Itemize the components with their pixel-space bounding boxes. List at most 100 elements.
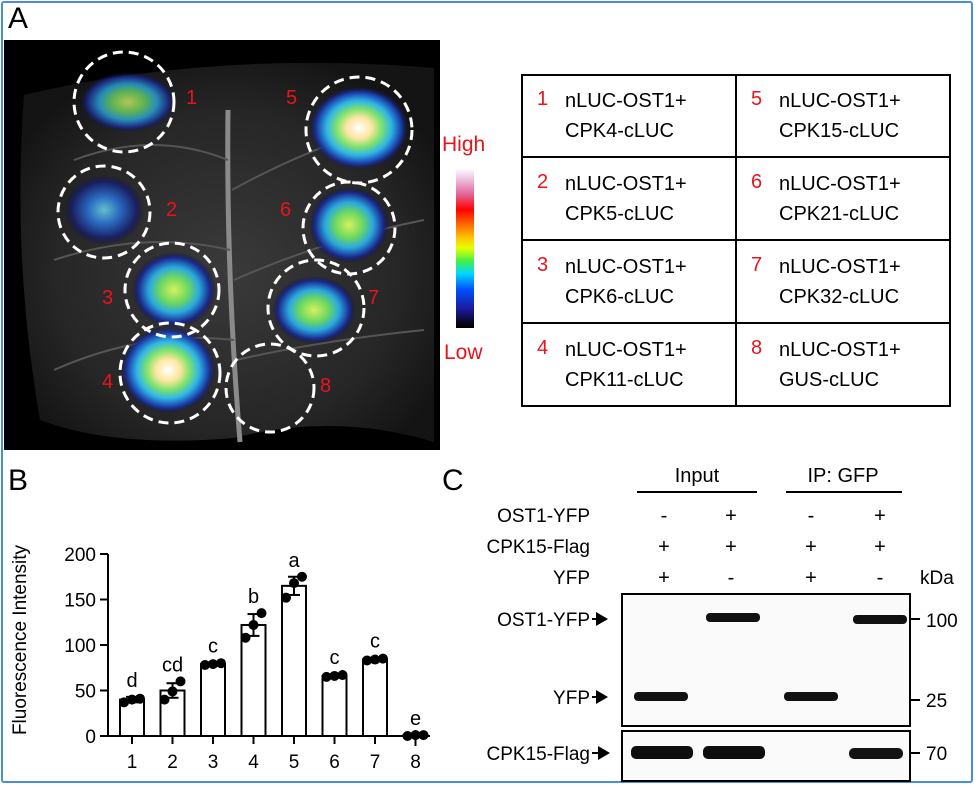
legend-construct-a: nLUC-OST1+	[779, 173, 901, 195]
legend-construct-a: nLUC-OST1+	[779, 90, 901, 112]
legend-cell-8: 8 nLUC-OST1+ GUS-cLUC	[737, 325, 951, 407]
scale-low-label: Low	[444, 341, 483, 364]
legend-divider-1	[523, 156, 949, 158]
data-point	[119, 697, 129, 708]
data-point	[240, 632, 251, 643]
fluorescence-bar-chart: Fluorescence Intensity 0 50 100 150 200 d cd c…	[10, 544, 430, 773]
bar-3	[200, 663, 226, 737]
significance-letter-6: c	[330, 647, 340, 669]
y-tick-label: 50	[75, 682, 96, 703]
legend-construct-b: CPK11-cLUC	[565, 369, 684, 391]
legend-cell-3: 3 nLUC-OST1+ CPK6-cLUC	[523, 242, 737, 324]
data-point	[370, 654, 380, 665]
data-point	[281, 592, 291, 603]
x-tick-label: 4	[248, 752, 259, 773]
y-axis: 0 50 100 150 200	[64, 545, 109, 748]
legend-number: 5	[751, 88, 763, 110]
bar-7	[362, 658, 388, 737]
spot-number-5: 5	[286, 87, 298, 109]
legend-construct-a: nLUC-OST1+	[565, 90, 687, 112]
data-point	[297, 571, 307, 582]
legend-cell-1: 1 nLUC-OST1+ CPK4-cLUC	[523, 76, 737, 158]
data-point	[175, 676, 186, 687]
legend-construct-a: nLUC-OST1+	[779, 339, 901, 361]
legend-divider-3	[523, 322, 949, 324]
legend-construct-b: CPK6-cLUC	[565, 286, 674, 308]
panel-label-b: B	[8, 464, 29, 497]
data-point	[127, 694, 137, 705]
spot-number-8: 8	[320, 375, 332, 397]
bar-5	[281, 584, 307, 737]
legend-cell-6: 6 nLUC-OST1+ CPK21-cLUC	[737, 159, 951, 241]
y-tick-label: 100	[64, 636, 96, 657]
legend-construct-a: nLUC-OST1+	[565, 173, 687, 195]
bar-6	[321, 674, 348, 738]
significance-letter-7: c	[370, 631, 380, 653]
legend-cell-4: 4 nLUC-OST1+ CPK11-cLUC	[523, 325, 737, 407]
spot-number-2: 2	[166, 199, 178, 221]
legend-number: 1	[537, 88, 549, 110]
construct-legend-table: 1 nLUC-OST1+ CPK4-cLUC 5 nLUC-OST1+ CPK1…	[521, 74, 951, 407]
data-point	[378, 653, 388, 664]
significance-letter-3: c	[208, 635, 218, 657]
x-tick-label: 1	[127, 752, 138, 773]
legend-cell-5: 5 nLUC-OST1+ CPK15-cLUC	[737, 76, 951, 158]
x-tick-label: 7	[370, 752, 381, 773]
data-point	[200, 660, 210, 671]
x-tick-label: 3	[208, 752, 219, 773]
legend-construct-b: GUS-cLUC	[779, 369, 880, 391]
data-point	[329, 670, 340, 681]
x-axis: 1 2 3 4 5 6 7 8	[107, 735, 430, 773]
scale-high-label: High	[442, 133, 486, 156]
infiltration-circles	[56, 50, 414, 434]
x-tick-label: 6	[329, 752, 340, 773]
significance-letter-4: b	[248, 586, 259, 608]
legend-construct-a: nLUC-OST1+	[565, 339, 687, 361]
legend-number: 4	[537, 337, 549, 359]
bars: d cd c b a c c e	[119, 550, 429, 746]
spot-number-4: 4	[102, 371, 114, 393]
data-point	[362, 655, 372, 666]
data-point	[337, 670, 348, 681]
data-point	[208, 659, 218, 670]
legend-construct-b: CPK4-cLUC	[565, 120, 674, 142]
intensity-colorbar	[456, 168, 474, 328]
legend-number: 3	[537, 254, 549, 276]
y-tick-label: 0	[85, 727, 96, 748]
leaf-luminescence-image	[4, 40, 440, 450]
data-point	[256, 608, 267, 619]
legend-cell-7: 7 nLUC-OST1+ CPK32-cLUC	[737, 242, 951, 324]
data-point	[167, 686, 178, 697]
spot-number-1: 1	[186, 87, 198, 109]
legend-construct-a: nLUC-OST1+	[565, 256, 687, 278]
significance-letter-5: a	[288, 550, 300, 572]
spot-number-6: 6	[280, 199, 292, 221]
data-point	[216, 658, 226, 669]
x-tick-label: 5	[289, 752, 300, 773]
significance-letter-2: cd	[162, 654, 183, 676]
data-point	[289, 578, 299, 589]
legend-cell-2: 2 nLUC-OST1+ CPK5-cLUC	[523, 159, 737, 241]
leaf-image-svg	[20, 50, 435, 443]
legend-number: 2	[537, 171, 549, 193]
data-point	[135, 693, 145, 704]
significance-letter-8: e	[410, 708, 421, 730]
data-point	[159, 694, 170, 705]
legend-construct-b: CPK15-cLUC	[779, 120, 900, 142]
x-tick-label: 8	[410, 752, 421, 773]
x-tick-label: 2	[167, 752, 178, 773]
legend-number: 6	[751, 171, 763, 193]
legend-divider-2	[523, 239, 949, 241]
spot-number-7: 7	[368, 287, 380, 309]
y-tick-label: 150	[64, 591, 96, 612]
y-tick-label: 200	[64, 545, 96, 566]
legend-construct-b: CPK5-cLUC	[565, 203, 674, 225]
legend-number: 8	[751, 337, 763, 359]
data-point	[248, 619, 259, 630]
legend-construct-b: CPK21-cLUC	[779, 203, 900, 225]
legend-construct-a: nLUC-OST1+	[779, 256, 901, 278]
panel-label-c: C	[442, 464, 464, 497]
spot-number-3: 3	[102, 287, 114, 309]
